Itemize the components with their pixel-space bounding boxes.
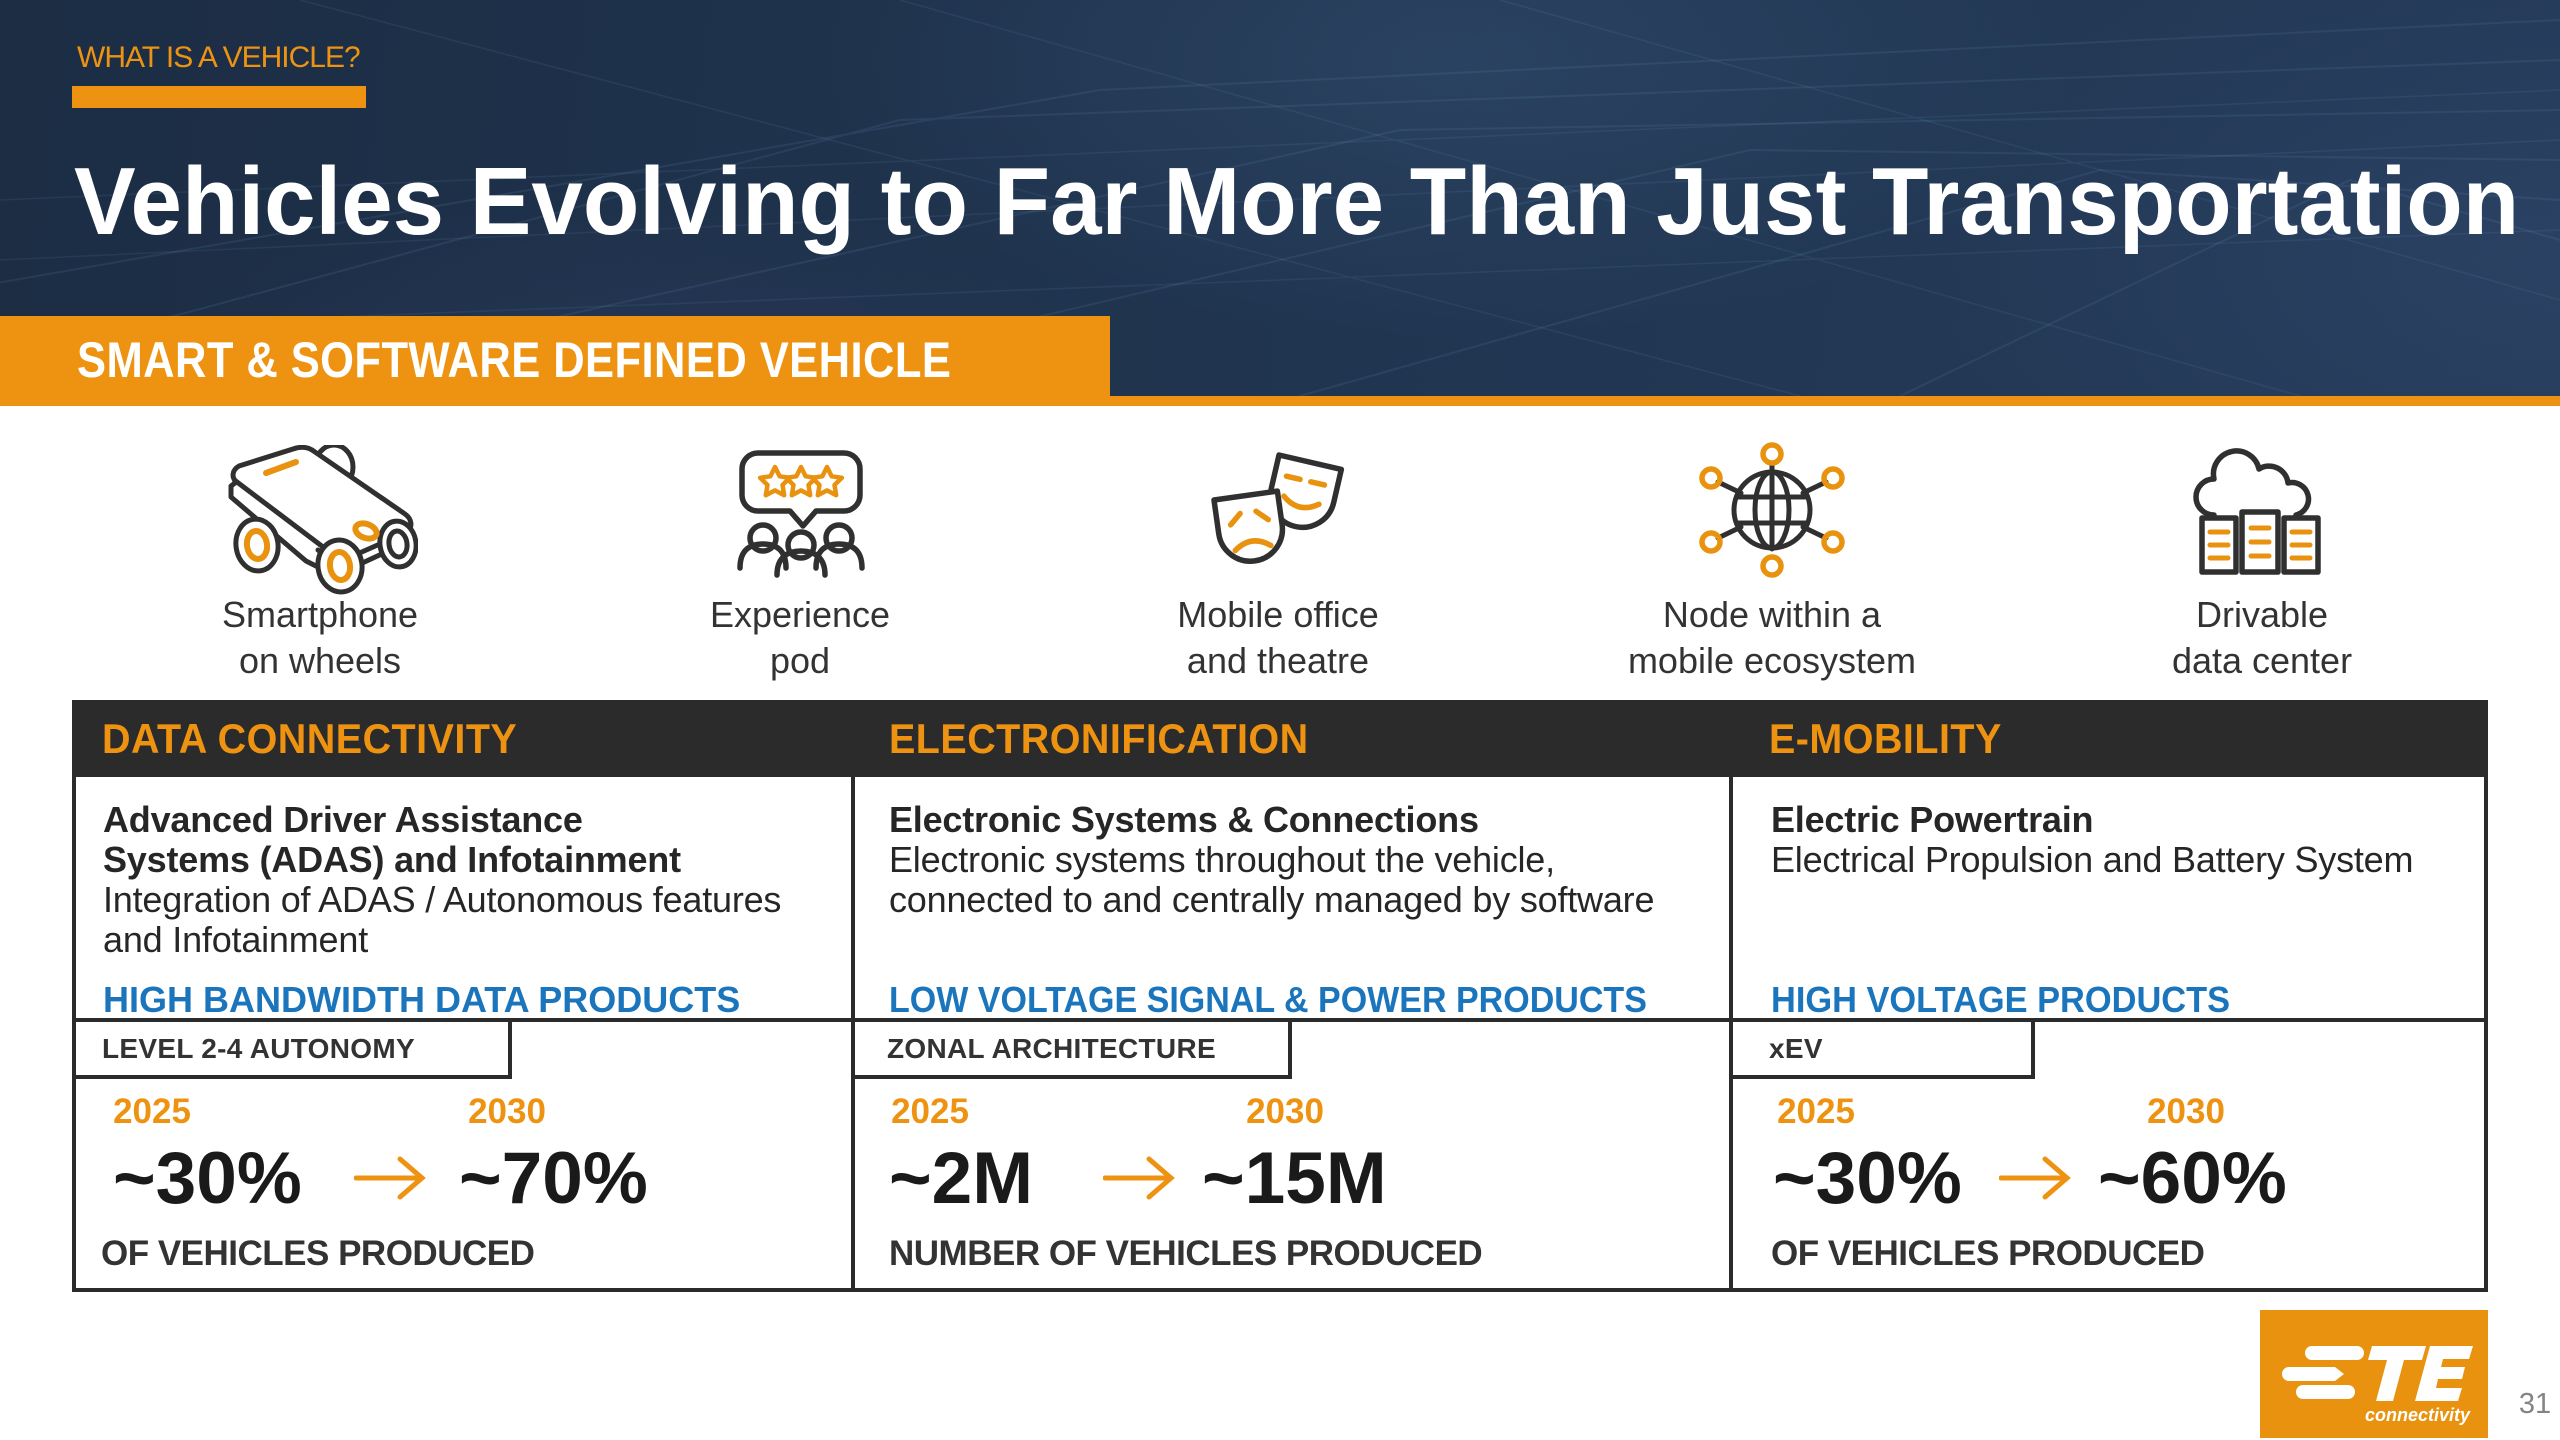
svg-text:connectivity: connectivity [2365, 1405, 2471, 1425]
